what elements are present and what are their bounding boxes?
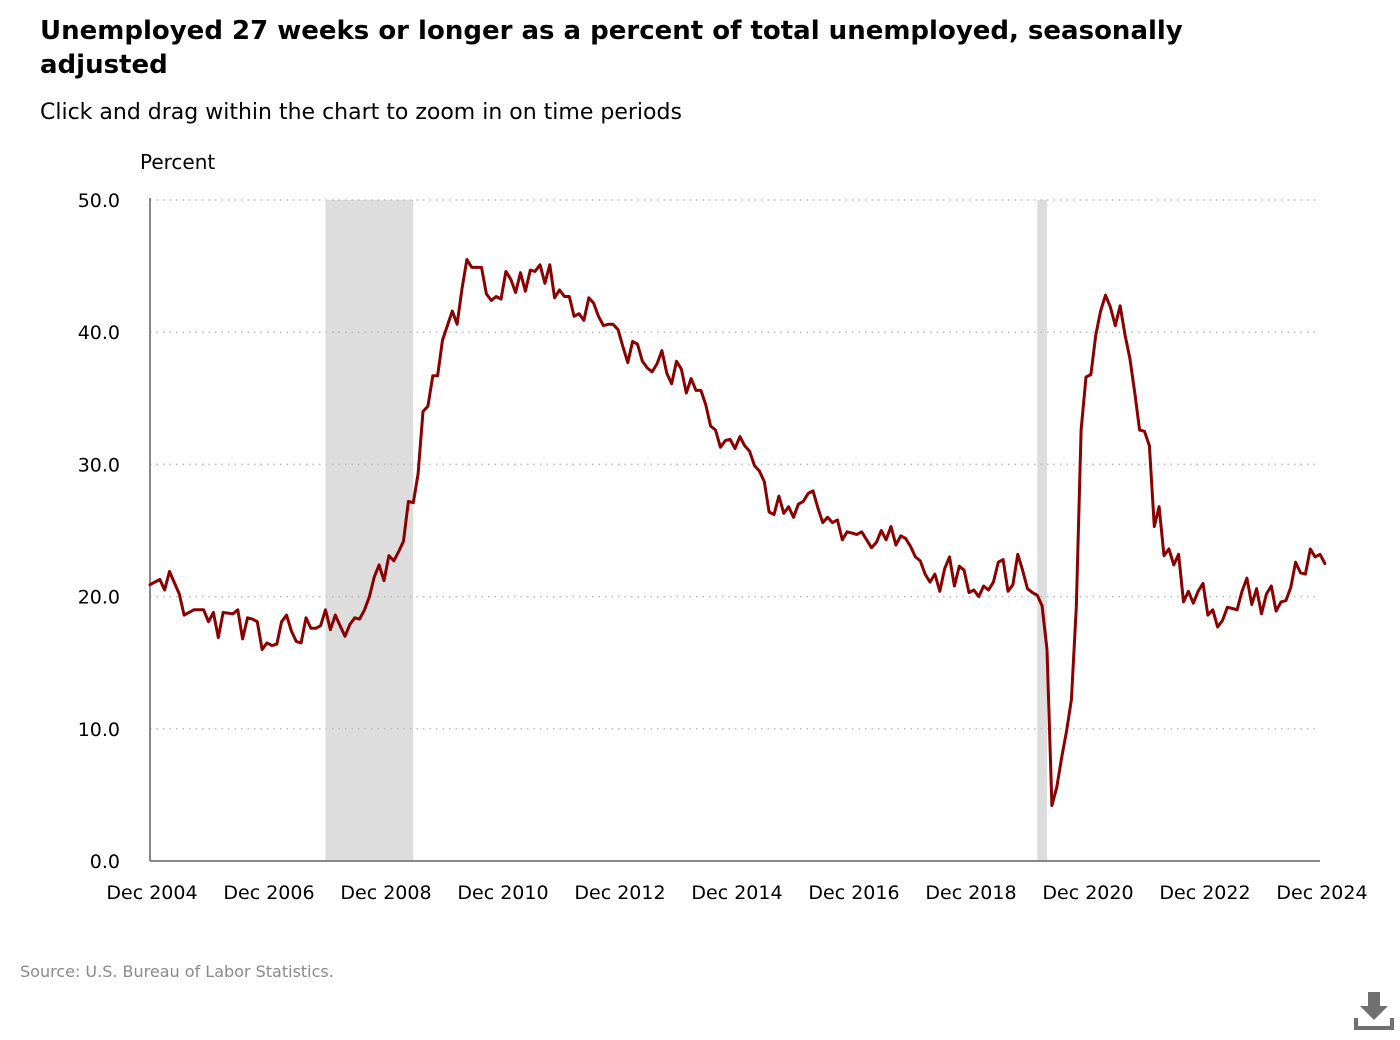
x-tick-label: Dec 2008	[340, 882, 431, 904]
series-group	[148, 258, 1327, 807]
y-tick-label: 0.0	[90, 851, 120, 873]
axes	[149, 198, 1320, 862]
download-button[interactable]	[1352, 990, 1396, 1034]
x-tick-labels: Dec 2004 Dec 2006 Dec 2008 Dec 2010 Dec 2012…	[106, 882, 1367, 904]
x-tick-label: Dec 2010	[457, 882, 548, 904]
y-axis-label: Percent	[140, 150, 215, 174]
x-tick-label: Dec 2018	[925, 882, 1016, 904]
series-line	[148, 258, 1327, 807]
download-icon	[1354, 992, 1394, 1030]
x-tick-label: Dec 2022	[1159, 882, 1250, 904]
y-tick-label: 50.0	[78, 190, 120, 212]
x-tick-label: Dec 2020	[1042, 882, 1133, 904]
recession-band-1	[325, 200, 414, 861]
y-tick-label: 10.0	[78, 719, 120, 741]
x-tick-label: Dec 2012	[574, 882, 665, 904]
x-tick-label: Dec 2014	[691, 882, 782, 904]
y-tick-labels: 0.0 10.0 20.0 30.0 40.0 50.0	[78, 190, 120, 873]
y-tick-label: 30.0	[78, 454, 120, 476]
line-chart[interactable]: 0.0 10.0 20.0 30.0 40.0 50.0 Dec 2004 Dec 2006…	[0, 0, 1400, 940]
source-note: Source: U.S. Bureau of Labor Statistics.	[20, 962, 334, 981]
x-tick-label: Dec 2016	[808, 882, 899, 904]
y-tick-label: 20.0	[78, 587, 120, 609]
x-tick-label: Dec 2006	[223, 882, 314, 904]
x-tick-label: Dec 2024	[1276, 882, 1367, 904]
chart-title: Unemployed 27 weeks or longer as a perce…	[40, 16, 1183, 80]
recession-band-2	[1037, 200, 1047, 861]
x-tick-label: Dec 2004	[106, 882, 197, 904]
recession-bands	[325, 200, 1047, 861]
y-tick-label: 40.0	[78, 322, 120, 344]
chart-subtitle: Click and drag within the chart to zoom …	[40, 100, 682, 125]
